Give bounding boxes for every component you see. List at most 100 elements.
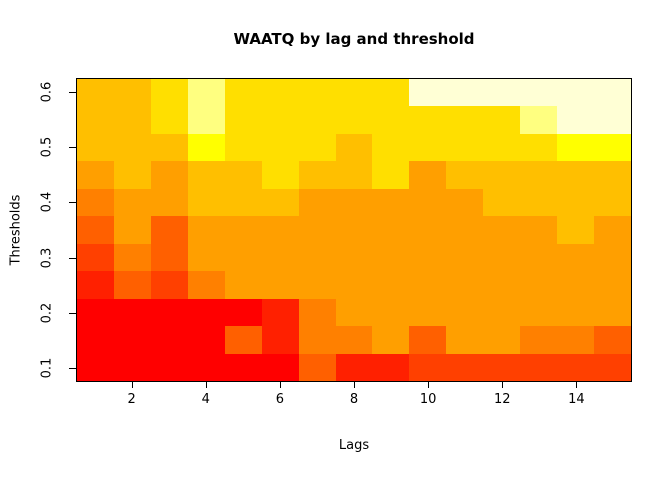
heatmap-cell <box>298 161 336 189</box>
heatmap-cell <box>446 353 484 381</box>
x-tick-label: 14 <box>568 392 585 407</box>
heatmap-cell <box>594 298 631 327</box>
heatmap-cell <box>77 133 114 162</box>
heatmap-cell <box>335 216 373 244</box>
heatmap-cell <box>446 216 484 244</box>
heatmap-cell <box>594 216 631 244</box>
heatmap-cell <box>187 106 225 134</box>
heatmap-cell <box>446 298 484 327</box>
heatmap-cell <box>483 216 521 244</box>
heatmap-cell <box>224 79 262 107</box>
x-tick-mark <box>576 382 578 388</box>
x-tick-label: 6 <box>275 392 284 407</box>
heatmap-cell <box>372 243 410 272</box>
heatmap-cell <box>77 298 114 327</box>
y-tick-label: 0.3 <box>39 247 55 268</box>
heatmap-cell <box>224 271 262 299</box>
heatmap-cell <box>224 326 262 354</box>
heatmap-cell <box>409 79 447 107</box>
heatmap-cell <box>113 298 151 327</box>
heatmap-cell <box>298 188 336 217</box>
heatmap-cell <box>298 106 336 134</box>
heatmap-cell <box>409 106 447 134</box>
heatmap-cell <box>409 298 447 327</box>
heatmap-cell <box>483 133 521 162</box>
heatmap-cell <box>372 106 410 134</box>
heatmap-cell <box>150 106 188 134</box>
heatmap-cell <box>483 79 521 107</box>
heatmap-cell <box>446 326 484 354</box>
x-tick-mark <box>354 382 355 388</box>
y-tick-mark <box>69 147 76 149</box>
heatmap-cell <box>187 79 225 107</box>
heatmap-cell <box>261 188 299 217</box>
y-tick-label: 0.1 <box>39 357 55 379</box>
x-tick-label: 4 <box>201 392 210 407</box>
x-tick-label: 10 <box>419 392 437 407</box>
heatmap-cell <box>113 106 151 134</box>
heatmap-cell <box>520 271 558 299</box>
heatmap-cell <box>113 79 151 107</box>
heatmap-cell <box>335 243 373 272</box>
heatmap-cell <box>261 216 299 244</box>
y-tick-label: 0.4 <box>39 192 55 213</box>
heatmap-cell <box>594 133 631 162</box>
heatmap-cell <box>557 133 595 162</box>
heatmap-plot-area <box>76 78 632 382</box>
heatmap-cell <box>261 298 299 327</box>
x-tick-mark <box>131 382 133 388</box>
heatmap-cell <box>594 188 631 217</box>
y-tick-label: 0.6 <box>39 81 55 103</box>
heatmap-cell <box>594 106 631 134</box>
heatmap-cell <box>77 188 114 217</box>
heatmap-cell <box>446 188 484 217</box>
x-tick-mark <box>279 382 281 388</box>
heatmap-cell <box>409 271 447 299</box>
heatmap-cell <box>261 271 299 299</box>
heatmap-cell <box>372 133 410 162</box>
heatmap-cell <box>150 161 188 189</box>
heatmap-cell <box>372 161 410 189</box>
heatmap-cell <box>261 79 299 107</box>
heatmap-cell <box>409 133 447 162</box>
heatmap-cell <box>557 298 595 327</box>
chart-title: WAATQ by lag and threshold <box>233 30 475 48</box>
heatmap-cell <box>483 353 521 381</box>
heatmap-cell <box>298 243 336 272</box>
heatmap-cell <box>520 326 558 354</box>
heatmap-cell <box>77 161 114 189</box>
heatmap-cell <box>113 271 151 299</box>
heatmap-cell <box>224 243 262 272</box>
heatmap-cell <box>335 79 373 107</box>
heatmap-cell <box>77 243 114 272</box>
heatmap-cell <box>298 79 336 107</box>
heatmap-cell <box>298 326 336 354</box>
heatmap-cell <box>224 298 262 327</box>
heatmap-cell <box>261 243 299 272</box>
heatmap-cell <box>261 326 299 354</box>
heatmap-cell <box>483 161 521 189</box>
x-tick-mark <box>428 382 430 388</box>
heatmap-cell <box>520 106 558 134</box>
heatmap-cell <box>150 188 188 217</box>
heatmap-cell <box>224 353 262 381</box>
heatmap-cell <box>335 326 373 354</box>
heatmap-cell <box>150 271 188 299</box>
heatmap-cell <box>483 326 521 354</box>
heatmap-cell <box>335 106 373 134</box>
y-axis-title: Thresholds <box>8 194 24 266</box>
heatmap-cell <box>594 326 631 354</box>
heatmap-cell <box>483 188 521 217</box>
heatmap-cell <box>409 161 447 189</box>
y-tick-mark <box>69 257 76 259</box>
heatmap-cell <box>77 271 114 299</box>
y-tick-label: 0.2 <box>39 302 55 324</box>
heatmap-cell <box>520 79 558 107</box>
heatmap-cell <box>372 298 410 327</box>
heatmap-cell <box>372 271 410 299</box>
heatmap-cell <box>77 353 114 381</box>
heatmap-cell <box>113 161 151 189</box>
heatmap-cell <box>150 243 188 272</box>
heatmap-cell <box>187 271 225 299</box>
heatmap-cell <box>372 353 410 381</box>
